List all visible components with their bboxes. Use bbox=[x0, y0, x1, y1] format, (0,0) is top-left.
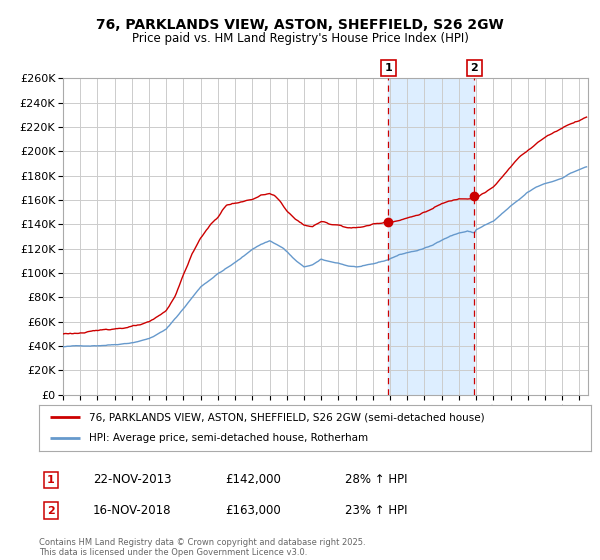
Text: £163,000: £163,000 bbox=[225, 504, 281, 517]
Text: Price paid vs. HM Land Registry's House Price Index (HPI): Price paid vs. HM Land Registry's House … bbox=[131, 32, 469, 45]
Text: 28% ↑ HPI: 28% ↑ HPI bbox=[345, 473, 407, 487]
Text: 16-NOV-2018: 16-NOV-2018 bbox=[93, 504, 172, 517]
Text: 22-NOV-2013: 22-NOV-2013 bbox=[93, 473, 172, 487]
Bar bbox=[388, 78, 475, 395]
Text: 76, PARKLANDS VIEW, ASTON, SHEFFIELD, S26 2GW (semi-detached house): 76, PARKLANDS VIEW, ASTON, SHEFFIELD, S2… bbox=[89, 412, 484, 422]
Text: 1: 1 bbox=[385, 63, 392, 73]
Text: HPI: Average price, semi-detached house, Rotherham: HPI: Average price, semi-detached house,… bbox=[89, 433, 368, 444]
Text: Contains HM Land Registry data © Crown copyright and database right 2025.
This d: Contains HM Land Registry data © Crown c… bbox=[39, 538, 365, 557]
Text: 23% ↑ HPI: 23% ↑ HPI bbox=[345, 504, 407, 517]
Text: 2: 2 bbox=[470, 63, 478, 73]
Text: £142,000: £142,000 bbox=[225, 473, 281, 487]
Text: 1: 1 bbox=[47, 475, 55, 485]
Text: 76, PARKLANDS VIEW, ASTON, SHEFFIELD, S26 2GW: 76, PARKLANDS VIEW, ASTON, SHEFFIELD, S2… bbox=[96, 18, 504, 32]
Text: 2: 2 bbox=[47, 506, 55, 516]
